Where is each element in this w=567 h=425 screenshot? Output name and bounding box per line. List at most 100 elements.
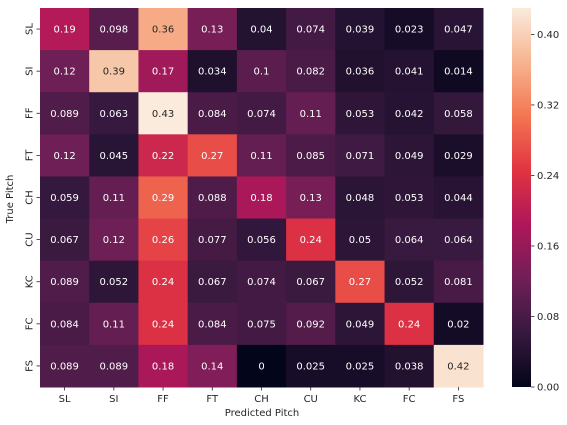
cell-value-label: 0.064 bbox=[444, 235, 473, 246]
colorbar bbox=[512, 8, 531, 387]
heatmap-cell bbox=[236, 8, 287, 51]
cell-value-label: 0.059 bbox=[50, 193, 79, 204]
heatmap-cell bbox=[384, 218, 435, 262]
cell-value-label: 0.1 bbox=[254, 67, 270, 78]
cell-value-label: 0.084 bbox=[198, 319, 227, 330]
heatmap-cell bbox=[138, 134, 189, 177]
heatmap-cell bbox=[433, 50, 484, 93]
cell-value-label: 0.17 bbox=[152, 67, 174, 78]
heatmap-cell bbox=[40, 260, 90, 304]
cell-value-label: 0.039 bbox=[346, 25, 375, 36]
heatmap-cell bbox=[40, 302, 90, 346]
heatmap-cell bbox=[40, 134, 90, 177]
cell-value-label: 0.24 bbox=[300, 235, 322, 246]
heatmap-cell bbox=[286, 176, 336, 220]
x-axis-ticks: SL SI FF FT CH CU KC FC FS bbox=[59, 387, 464, 405]
heatmap-cell bbox=[433, 134, 484, 177]
heatmap-cell bbox=[236, 344, 287, 388]
cell-value-label: 0 bbox=[258, 361, 264, 372]
colorbar-tick-label: 0.24 bbox=[537, 171, 559, 182]
heatmap-cell bbox=[384, 92, 435, 135]
cell-value-label: 0.044 bbox=[444, 193, 473, 204]
heatmap-cell bbox=[236, 134, 287, 177]
y-axis-ticks: SL SI FF FT CH CU KC FC FS bbox=[25, 23, 40, 372]
cell-value-label: 0.052 bbox=[100, 277, 129, 288]
cell-value-label: 0.053 bbox=[346, 109, 375, 120]
cell-value-label: 0.24 bbox=[152, 319, 174, 330]
colorbar-ticks: 0.00 0.08 0.16 0.24 0.32 0.40 bbox=[531, 30, 559, 394]
heatmap-cell bbox=[187, 302, 238, 346]
y-tick-label: FS bbox=[25, 360, 36, 372]
x-tick-label: CH bbox=[254, 394, 269, 405]
heatmap-cell bbox=[286, 92, 336, 135]
x-tick-label: FS bbox=[452, 394, 464, 405]
heatmap-cell bbox=[335, 218, 386, 262]
heatmap-cell bbox=[89, 218, 139, 262]
heatmap-cell bbox=[335, 260, 386, 304]
cell-value-label: 0.13 bbox=[300, 193, 322, 204]
cell-value-label: 0.045 bbox=[100, 151, 129, 162]
cell-value-label: 0.077 bbox=[198, 235, 227, 246]
heatmap-cell bbox=[40, 176, 90, 220]
heatmap-cell bbox=[187, 134, 238, 177]
cell-value-label: 0.22 bbox=[152, 151, 174, 162]
cell-value-label: 0.089 bbox=[100, 361, 129, 372]
cell-value-label: 0.049 bbox=[346, 319, 375, 330]
cell-value-label: 0.041 bbox=[395, 67, 424, 78]
y-tick-label: KC bbox=[25, 275, 36, 288]
cell-value-label: 0.02 bbox=[447, 319, 469, 330]
cell-value-label: 0.089 bbox=[50, 109, 79, 120]
cell-value-label: 0.025 bbox=[346, 361, 375, 372]
cell-value-label: 0.053 bbox=[395, 193, 424, 204]
heatmap-cell bbox=[335, 50, 386, 93]
heatmap-cell bbox=[187, 8, 238, 51]
cell-value-label: 0.39 bbox=[103, 67, 125, 78]
cell-value-label: 0.063 bbox=[100, 109, 129, 120]
cell-value-label: 0.084 bbox=[50, 319, 79, 330]
cell-value-label: 0.074 bbox=[296, 25, 325, 36]
colorbar-tick-label: 0.00 bbox=[537, 383, 559, 394]
heatmap-cell bbox=[187, 50, 238, 93]
heatmap-cell bbox=[236, 260, 287, 304]
heatmap-cell bbox=[286, 344, 336, 388]
heatmap-cell bbox=[236, 218, 287, 262]
heatmap-cell bbox=[384, 134, 435, 177]
colorbar-tick-label: 0.32 bbox=[537, 100, 559, 111]
heatmap-cell bbox=[335, 176, 386, 220]
heatmap-cell bbox=[89, 8, 139, 51]
cell-value-label: 0.048 bbox=[346, 193, 375, 204]
cell-value-label: 0.11 bbox=[300, 109, 322, 120]
heatmap-cell bbox=[335, 8, 386, 51]
cell-value-label: 0.084 bbox=[198, 109, 227, 120]
heatmap-cell bbox=[187, 92, 238, 135]
heatmap-cell bbox=[286, 260, 336, 304]
y-tick-label: SI bbox=[25, 67, 36, 76]
cell-value-label: 0.034 bbox=[198, 67, 227, 78]
heatmap-cells: 0.19 0.098 0.36 0.13 0.04 0.074 0.039 0.023 0.04… bbox=[40, 8, 484, 388]
heatmap-cell bbox=[433, 302, 484, 346]
heatmap-cell bbox=[286, 8, 336, 51]
heatmap-cell bbox=[89, 92, 139, 135]
cell-value-label: 0.025 bbox=[296, 361, 325, 372]
cell-value-label: 0.27 bbox=[349, 277, 371, 288]
cell-value-label: 0.064 bbox=[395, 235, 424, 246]
heatmap-cell bbox=[138, 302, 189, 346]
cell-value-label: 0.12 bbox=[53, 151, 75, 162]
heatmap-cell bbox=[335, 344, 386, 388]
cell-value-label: 0.12 bbox=[53, 67, 75, 78]
y-tick-label: FC bbox=[25, 317, 36, 330]
heatmap-cell bbox=[138, 218, 189, 262]
heatmap-cell bbox=[433, 92, 484, 135]
x-axis-title: Predicted Pitch bbox=[225, 408, 299, 419]
y-tick-label: SL bbox=[25, 23, 36, 35]
heatmap-cell bbox=[187, 344, 238, 388]
x-tick-label: KC bbox=[353, 394, 366, 405]
cell-value-label: 0.029 bbox=[444, 151, 473, 162]
cell-value-label: 0.014 bbox=[444, 67, 473, 78]
x-tick-label: FT bbox=[206, 394, 219, 405]
heatmap-cell bbox=[138, 8, 189, 51]
heatmap-cell bbox=[40, 344, 90, 388]
cell-value-label: 0.056 bbox=[247, 235, 276, 246]
heatmap-cell bbox=[236, 176, 287, 220]
